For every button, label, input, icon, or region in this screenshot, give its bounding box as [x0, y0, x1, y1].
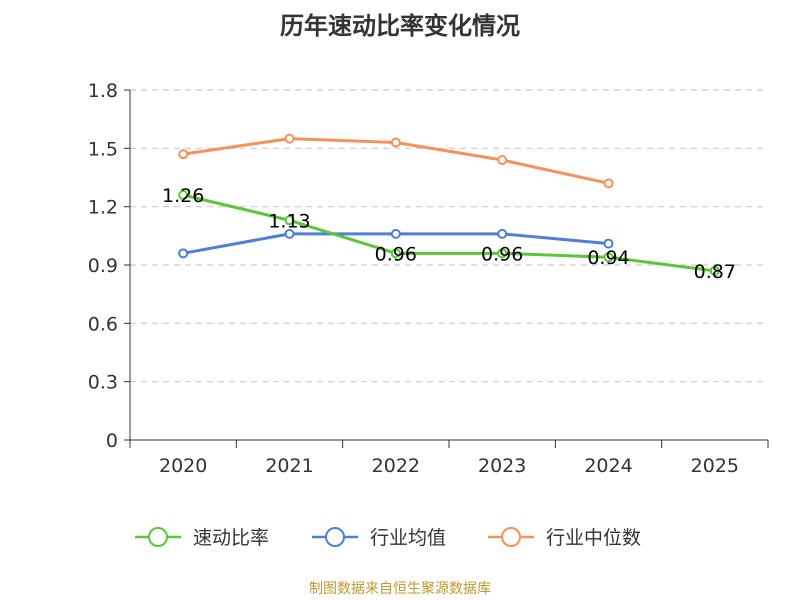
- legend-marker-0: [148, 527, 168, 547]
- y-tick-label-0: 0: [106, 430, 118, 452]
- data-label-s0-2025: 0.87: [694, 261, 736, 283]
- point-s0-2024: [603, 252, 614, 263]
- point-s0-2020: [178, 190, 189, 200]
- legend-marker-2: [501, 527, 521, 547]
- data-label-s0-2023: 0.96: [481, 243, 523, 265]
- source-note: 制图数据来自恒生聚源数据库: [309, 581, 491, 597]
- data-label-s0-2024: 0.94: [587, 247, 629, 269]
- x-tick-label-2025: 2025: [691, 455, 739, 477]
- axes: 0 0.3 0.6 0.9 1.2 1.5 1.8 2020 2021 2022 2023 2024 2…: [88, 80, 769, 477]
- point-s2-2023: [497, 155, 508, 165]
- data-labels: 1.26 1.13 0.96 0.96 0.94 0.87: [162, 185, 736, 283]
- point-s1-2024: [603, 238, 614, 249]
- legend-label-2: 行业中位数: [546, 527, 641, 549]
- point-s1-2022: [390, 228, 401, 239]
- point-s2-2020: [178, 149, 189, 160]
- point-s2-2022: [390, 137, 401, 148]
- series-lines: [178, 133, 720, 276]
- y-tick-label-2: 0.6: [88, 313, 118, 335]
- legend-marker-1: [325, 527, 345, 547]
- y-tick-label-1: 0.3: [88, 372, 118, 394]
- point-s2-2024: [603, 178, 614, 189]
- grid-lines: [130, 89, 768, 383]
- point-s0-2025: [709, 265, 720, 276]
- legend: 速动比率 行业均值 行业中位数: [135, 527, 641, 549]
- x-tick-label-2022: 2022: [372, 455, 420, 477]
- x-tick-label-2023: 2023: [478, 455, 526, 477]
- series-line-0: [182, 193, 716, 273]
- point-s0-2023: [497, 248, 508, 259]
- data-label-s0-2021: 1.13: [268, 210, 310, 232]
- point-s2-2021: [284, 133, 295, 144]
- point-s0-2022: [390, 248, 401, 259]
- data-label-s0-2020: 1.26: [162, 185, 204, 207]
- legend-label-1: 行业均值: [370, 527, 446, 549]
- point-s1-2021: [284, 228, 295, 239]
- data-label-s0-2022: 0.96: [375, 243, 417, 265]
- x-tick-label-2024: 2024: [584, 455, 632, 477]
- point-s1-2020: [178, 248, 189, 259]
- chart-title: 历年速动比率变化情况: [280, 12, 520, 40]
- point-s0-2021: [284, 215, 295, 226]
- y-tick-label-4: 1.2: [88, 197, 118, 219]
- y-tick-label-6: 1.8: [88, 80, 118, 102]
- y-tick-label-3: 0.9: [88, 255, 118, 277]
- x-tick-label-2020: 2020: [159, 455, 207, 477]
- x-tick-label-2021: 2021: [265, 455, 313, 477]
- legend-label-0: 速动比率: [193, 527, 269, 549]
- y-tick-label-5: 1.5: [88, 138, 118, 160]
- point-s1-2023: [497, 228, 508, 239]
